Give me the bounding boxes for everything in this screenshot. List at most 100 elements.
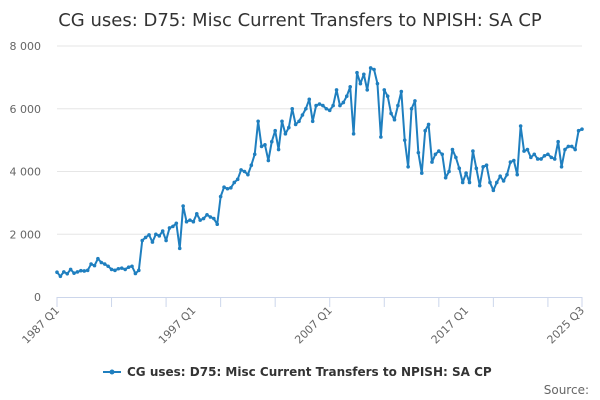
data-point[interactable] bbox=[525, 147, 530, 152]
data-point[interactable] bbox=[389, 111, 393, 116]
data-point[interactable] bbox=[256, 119, 260, 124]
data-point[interactable] bbox=[539, 157, 543, 161]
data-point[interactable] bbox=[215, 222, 220, 227]
data-point[interactable] bbox=[317, 102, 322, 106]
data-point[interactable] bbox=[102, 262, 107, 266]
source-label[interactable]: Source: bbox=[544, 383, 589, 397]
data-point[interactable] bbox=[406, 164, 410, 169]
data-point[interactable] bbox=[556, 139, 560, 144]
data-point[interactable] bbox=[512, 158, 516, 163]
data-point[interactable] bbox=[481, 164, 485, 169]
data-point[interactable] bbox=[474, 166, 479, 171]
data-point[interactable] bbox=[85, 268, 90, 273]
data-point[interactable] bbox=[569, 144, 574, 149]
data-point[interactable] bbox=[341, 100, 346, 105]
data-point[interactable] bbox=[154, 232, 158, 237]
data-point[interactable] bbox=[304, 106, 308, 111]
data-point[interactable] bbox=[447, 169, 451, 174]
data-point[interactable] bbox=[273, 128, 277, 133]
data-point[interactable] bbox=[413, 99, 417, 103]
data-point[interactable] bbox=[351, 132, 356, 136]
data-point[interactable] bbox=[130, 264, 134, 269]
data-point[interactable] bbox=[365, 88, 370, 92]
data-point[interactable] bbox=[331, 103, 335, 108]
data-point[interactable] bbox=[75, 270, 80, 274]
data-point[interactable] bbox=[133, 271, 138, 276]
data-point[interactable] bbox=[573, 147, 577, 152]
data-point[interactable] bbox=[123, 267, 127, 272]
data-point[interactable] bbox=[259, 144, 264, 149]
data-point[interactable] bbox=[392, 117, 397, 122]
data-point[interactable] bbox=[300, 113, 305, 117]
data-point[interactable] bbox=[293, 122, 298, 127]
data-point[interactable] bbox=[488, 180, 492, 185]
data-point[interactable] bbox=[160, 229, 165, 233]
data-point[interactable] bbox=[484, 163, 489, 168]
data-point[interactable] bbox=[147, 233, 151, 237]
data-point[interactable] bbox=[106, 264, 110, 269]
data-point[interactable] bbox=[79, 268, 83, 273]
data-point[interactable] bbox=[419, 171, 424, 175]
data-point[interactable] bbox=[576, 128, 581, 133]
data-point[interactable] bbox=[552, 157, 557, 161]
data-point[interactable] bbox=[450, 147, 455, 152]
data-point[interactable] bbox=[491, 188, 496, 193]
data-point[interactable] bbox=[99, 260, 104, 265]
data-point[interactable] bbox=[338, 103, 342, 108]
data-point[interactable] bbox=[164, 238, 168, 243]
data-point[interactable] bbox=[239, 168, 243, 172]
data-point[interactable] bbox=[181, 204, 185, 208]
data-point[interactable] bbox=[96, 256, 100, 261]
data-point[interactable] bbox=[563, 147, 567, 152]
data-point[interactable] bbox=[140, 238, 145, 243]
data-point[interactable] bbox=[252, 152, 257, 157]
data-point[interactable] bbox=[116, 266, 121, 271]
data-point[interactable] bbox=[379, 135, 383, 139]
data-point[interactable] bbox=[464, 171, 468, 175]
data-point[interactable] bbox=[113, 268, 117, 273]
data-point[interactable] bbox=[283, 132, 288, 136]
data-point[interactable] bbox=[508, 160, 513, 164]
data-point[interactable] bbox=[119, 266, 124, 270]
data-point[interactable] bbox=[327, 108, 332, 113]
data-point[interactable] bbox=[348, 84, 352, 89]
data-point[interactable] bbox=[430, 160, 434, 164]
data-point[interactable] bbox=[532, 152, 537, 157]
data-point[interactable] bbox=[143, 235, 148, 240]
data-point[interactable] bbox=[416, 150, 421, 155]
data-point[interactable] bbox=[344, 94, 349, 98]
data-point[interactable] bbox=[222, 185, 226, 189]
data-point[interactable] bbox=[229, 186, 233, 190]
data-point[interactable] bbox=[423, 128, 427, 133]
data-point[interactable] bbox=[235, 177, 240, 182]
data-point[interactable] bbox=[201, 216, 206, 221]
data-point[interactable] bbox=[321, 103, 325, 108]
data-point[interactable] bbox=[426, 122, 431, 127]
data-point[interactable] bbox=[457, 166, 462, 171]
legend[interactable]: CG uses: D75: Misc Current Transfers to … bbox=[103, 365, 492, 379]
data-point[interactable] bbox=[368, 66, 373, 70]
data-point[interactable] bbox=[62, 270, 66, 274]
data-point[interactable] bbox=[362, 72, 366, 77]
data-point[interactable] bbox=[467, 180, 472, 185]
data-point[interactable] bbox=[290, 106, 295, 111]
data-point[interactable] bbox=[225, 186, 230, 191]
data-point[interactable] bbox=[174, 221, 179, 226]
data-point[interactable] bbox=[443, 175, 448, 180]
data-point[interactable] bbox=[515, 172, 520, 177]
data-point[interactable] bbox=[334, 88, 339, 92]
data-point[interactable] bbox=[68, 267, 73, 272]
data-point[interactable] bbox=[501, 179, 506, 183]
data-point[interactable] bbox=[402, 138, 407, 142]
data-point[interactable] bbox=[471, 149, 475, 153]
data-point[interactable] bbox=[65, 271, 70, 276]
data-point[interactable] bbox=[184, 219, 189, 224]
data-point[interactable] bbox=[314, 103, 318, 108]
data-point[interactable] bbox=[232, 180, 237, 185]
data-point[interactable] bbox=[177, 246, 182, 251]
data-point[interactable] bbox=[542, 154, 547, 158]
data-point[interactable] bbox=[198, 218, 202, 222]
data-point[interactable] bbox=[89, 262, 93, 266]
data-point[interactable] bbox=[137, 268, 141, 273]
data-point[interactable] bbox=[171, 224, 175, 229]
